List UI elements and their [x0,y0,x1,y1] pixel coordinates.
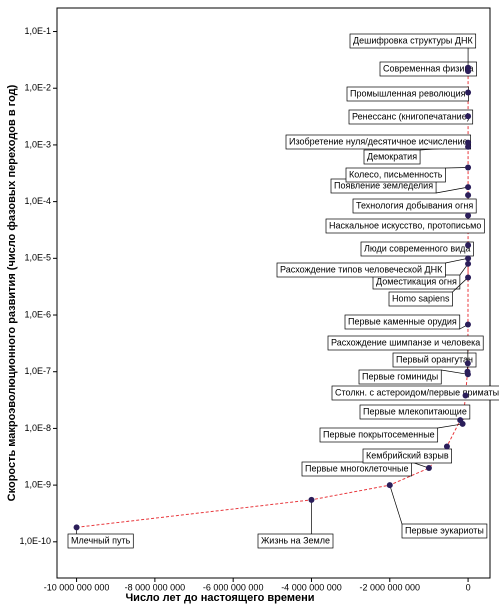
point-label: Первые покрытосеменные [323,429,435,439]
label-box [348,109,474,125]
y-tick-label: 1,0E-4 [24,196,51,206]
label-box [349,33,477,49]
data-point [465,274,472,281]
point-label: Млечный путь [71,535,131,545]
label-box [352,198,477,214]
point-label: Первый орангутан [396,354,473,364]
data-point [465,184,472,191]
y-axis-title: Скорость макроэволюционного развития (чи… [6,84,18,501]
point-label: Первые гоминиды [362,371,438,381]
point-label: Современная физика [383,63,474,73]
x-tick-label: -2 000 000 000 [359,582,420,592]
data-point [465,192,472,199]
data-point [425,465,432,472]
y-tick-label: 1,0E-1 [24,26,51,36]
data-point [465,89,472,96]
data-point [464,371,471,378]
label-box [276,262,446,278]
point-label: Наскальное искусство, протописьмо [329,220,481,230]
leader-line [445,167,469,169]
x-tick-label: -8 000 000 000 [125,582,186,592]
point-label: Столкн. с астероидом/первые приматы [335,387,499,397]
label-box [362,448,452,464]
label-box [358,369,442,385]
point-label: Промышленная революция [350,88,466,98]
leader-line [452,277,469,293]
label-box [331,385,499,401]
y-tick-label: 1,0E-8 [24,423,51,433]
label-box [344,314,461,330]
point-label: Первые эукариоты [405,525,484,535]
label-box [363,149,421,165]
data-point [465,113,472,120]
leader-line [389,485,403,525]
point-label: Первые млекопитающие [363,406,467,416]
x-tick-label: -4 000 000 000 [281,582,342,592]
point-label: Расхождение шимпанзе и человека [331,337,480,347]
leader-line [436,186,469,194]
label-box [392,352,477,368]
x-tick-label: -6 000 000 000 [203,582,264,592]
point-label: Технология добывания огня [356,200,473,210]
y-tick-label: 1,0E-6 [24,309,51,319]
label-box [379,61,477,77]
data-point [465,64,472,71]
label-box [345,167,446,183]
point-label: Первые многоклеточные [305,463,408,473]
x-tick-label: -10 000 000 000 [44,582,110,592]
leader-line [441,369,468,375]
label-box [359,404,471,420]
leader-line [445,257,469,264]
data-point [465,164,472,171]
point-label: Расхождение типов человеческой ДНК [280,264,443,274]
label-box [401,523,488,539]
data-point [462,392,469,399]
point-label: Доместикация огня [376,276,457,286]
point-label: Кембрийский взрыв [366,450,449,460]
x-tick-label: 0 [466,582,471,592]
point-label: Ренессанс (книгопечатание) [352,111,470,121]
y-tick-label: 1,0E-5 [24,253,51,263]
y-tick-label: 1,0E-2 [24,83,51,93]
data-point [308,496,315,503]
data-point [465,212,472,219]
data-point [464,321,471,328]
data-point [386,482,393,489]
data-point [465,260,472,267]
label-box [67,533,134,549]
data-point [464,360,471,367]
data-point [465,143,472,150]
point-label: Дешифровка структуры ДНК [353,35,473,45]
y-tick-label: 1,0E-3 [24,139,51,149]
point-label: Демократия [367,151,417,161]
point-label: Homo sapiens [392,293,450,303]
data-point [465,242,472,249]
leader-line [437,423,463,429]
label-box [257,533,334,549]
label-box [325,218,485,234]
y-tick-label: 1,0E-10 [19,536,51,546]
y-tick-label: 1,0E-7 [24,366,51,376]
point-label: Изобретение нуля/десятичное исчисление [289,136,468,146]
label-box [301,461,412,477]
data-point [443,443,450,450]
data-point [459,420,466,427]
point-label: Первые каменные орудия [348,316,457,326]
point-label: Появление земледелия [334,180,433,190]
point-label: Колесо, письменность [349,169,443,179]
label-box [360,241,474,257]
point-label: Жизнь на Земле [261,535,330,545]
label-box [319,427,439,443]
data-point [465,139,472,146]
data-point [73,524,80,531]
y-tick-label: 1,0E-9 [24,479,51,489]
x-axis-title: Число лет до настоящего времени [125,592,314,604]
label-box [327,335,484,351]
point-label: Люди современного вида [364,243,470,253]
data-point [465,255,472,262]
label-box [388,291,453,307]
